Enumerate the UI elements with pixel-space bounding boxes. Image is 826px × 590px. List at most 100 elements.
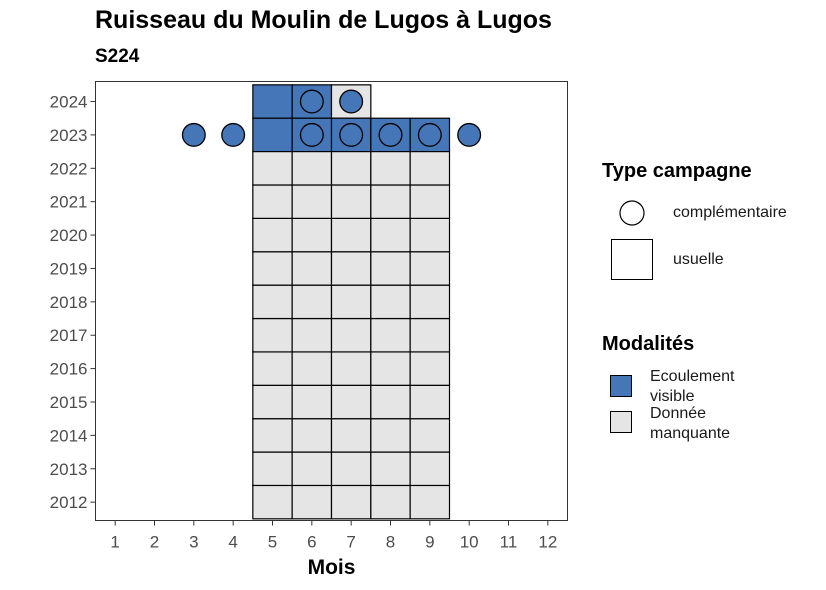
x-tick-label: 7 (346, 533, 355, 552)
tile-2012-7 (330, 484, 372, 520)
tile-2020-5 (252, 217, 293, 253)
x-tick-label: 11 (500, 533, 518, 552)
legend-donnee-manquante-key (610, 411, 632, 433)
x-tick-label: 2 (150, 533, 159, 552)
legend-square-key (611, 239, 653, 280)
tile-2014-5 (252, 418, 293, 453)
y-tick-label: 2012 (50, 493, 88, 512)
y-tick-label: 2018 (50, 293, 88, 312)
tile-2013-7 (330, 451, 372, 487)
tile-2013-5 (252, 451, 293, 487)
tile-2014-8 (370, 418, 411, 453)
y-tick-label: 2017 (50, 326, 88, 345)
tile-2012-8 (370, 484, 411, 520)
point-2023-6 (299, 122, 324, 147)
tile-2023-5 (252, 117, 293, 153)
tile-2018-7 (330, 284, 372, 320)
tile-2022-9 (409, 151, 451, 186)
tile-2021-7 (330, 184, 372, 219)
tile-2018-8 (370, 284, 411, 320)
point-2023-8 (378, 122, 403, 147)
x-tick-label: 9 (425, 533, 434, 552)
tile-2021-8 (370, 184, 411, 219)
tile-2016-5 (252, 351, 293, 386)
tile-2022-5 (252, 151, 293, 186)
legend-type-label-usuelle: usuelle (673, 251, 724, 268)
tile-2016-9 (409, 351, 451, 386)
y-tick-label: 2014 (50, 426, 88, 445)
x-tick-label: 5 (268, 533, 277, 552)
point-2023-9 (417, 122, 442, 147)
tile-2021-6 (291, 184, 333, 219)
tile-2021-5 (252, 184, 293, 219)
tile-2013-6 (291, 451, 333, 487)
tile-2015-7 (330, 384, 372, 420)
tile-2021-9 (409, 184, 451, 219)
tile-2018-5 (252, 284, 293, 320)
tile-2019-9 (409, 251, 451, 286)
point-2023-3 (181, 122, 206, 147)
legend-modalites-title: Modalités (602, 333, 695, 355)
tile-2013-8 (370, 451, 411, 487)
plot-border (95, 81, 568, 521)
tile-2012-6 (291, 484, 333, 520)
y-tick-label: 2016 (50, 360, 88, 379)
tile-2017-7 (330, 317, 372, 353)
tile-2015-6 (291, 384, 333, 420)
x-tick-label: 1 (110, 533, 119, 552)
tile-2019-7 (330, 251, 372, 286)
x-tick-label: 8 (386, 533, 395, 552)
tile-2024-5 (252, 84, 293, 119)
y-tick-label: 2015 (50, 393, 88, 412)
legend-ecoulement-label: Ecoulement visible (650, 368, 735, 405)
tile-2020-6 (291, 217, 333, 253)
x-tick-label: 10 (460, 533, 479, 552)
tile-2022-7 (330, 151, 372, 186)
tile-2019-6 (291, 251, 333, 286)
tile-2017-8 (370, 317, 411, 353)
tile-2017-9 (409, 317, 451, 353)
y-tick-label: 2023 (50, 126, 88, 145)
y-tick-label: 2022 (50, 159, 88, 178)
y-tick-label: 2020 (50, 226, 88, 245)
tile-2022-8 (370, 151, 411, 186)
y-tick-label: 2021 (50, 193, 88, 212)
x-tick-label: 12 (538, 533, 557, 552)
chart-title: Ruisseau du Moulin de Lugos à Lugos (95, 6, 552, 34)
tile-2018-9 (409, 284, 451, 320)
tile-2019-5 (252, 251, 293, 286)
tile-2020-7 (330, 217, 372, 253)
legend-type-label-complementaire: complémentaire (673, 204, 787, 221)
tile-2013-9 (409, 451, 451, 487)
x-tick-label: 6 (307, 533, 316, 552)
y-tick-label: 2024 (50, 93, 88, 112)
tile-2014-9 (409, 418, 451, 453)
tile-2016-8 (370, 351, 411, 386)
tile-2015-8 (370, 384, 411, 420)
point-2024-7 (339, 89, 364, 114)
tile-2012-5 (252, 484, 293, 520)
tile-2019-8 (370, 251, 411, 286)
legend-donnee-manquante-label: Donnée manquante (650, 405, 731, 442)
chart-subtitle: S224 (95, 46, 140, 67)
x-axis-label: Mois (308, 556, 356, 579)
tile-2022-6 (291, 151, 333, 186)
x-tick-label: 4 (228, 533, 237, 552)
point-2023-10 (457, 122, 482, 147)
tile-2020-8 (370, 217, 411, 253)
tile-2016-6 (291, 351, 333, 386)
tile-2017-6 (291, 317, 333, 353)
y-tick-label: 2013 (50, 460, 88, 479)
tile-2017-5 (252, 317, 293, 353)
tile-2012-9 (409, 484, 451, 520)
legend-circle-key (619, 200, 645, 226)
point-2023-7 (339, 122, 364, 147)
tile-2016-7 (330, 351, 372, 386)
legend-type-title: Type campagne (602, 160, 752, 182)
x-tick-label: 3 (189, 533, 198, 552)
tile-2014-6 (291, 418, 333, 453)
point-2023-4 (221, 122, 246, 147)
tile-2014-7 (330, 418, 372, 453)
y-tick-label: 2019 (50, 259, 88, 278)
point-2024-6 (299, 89, 324, 114)
